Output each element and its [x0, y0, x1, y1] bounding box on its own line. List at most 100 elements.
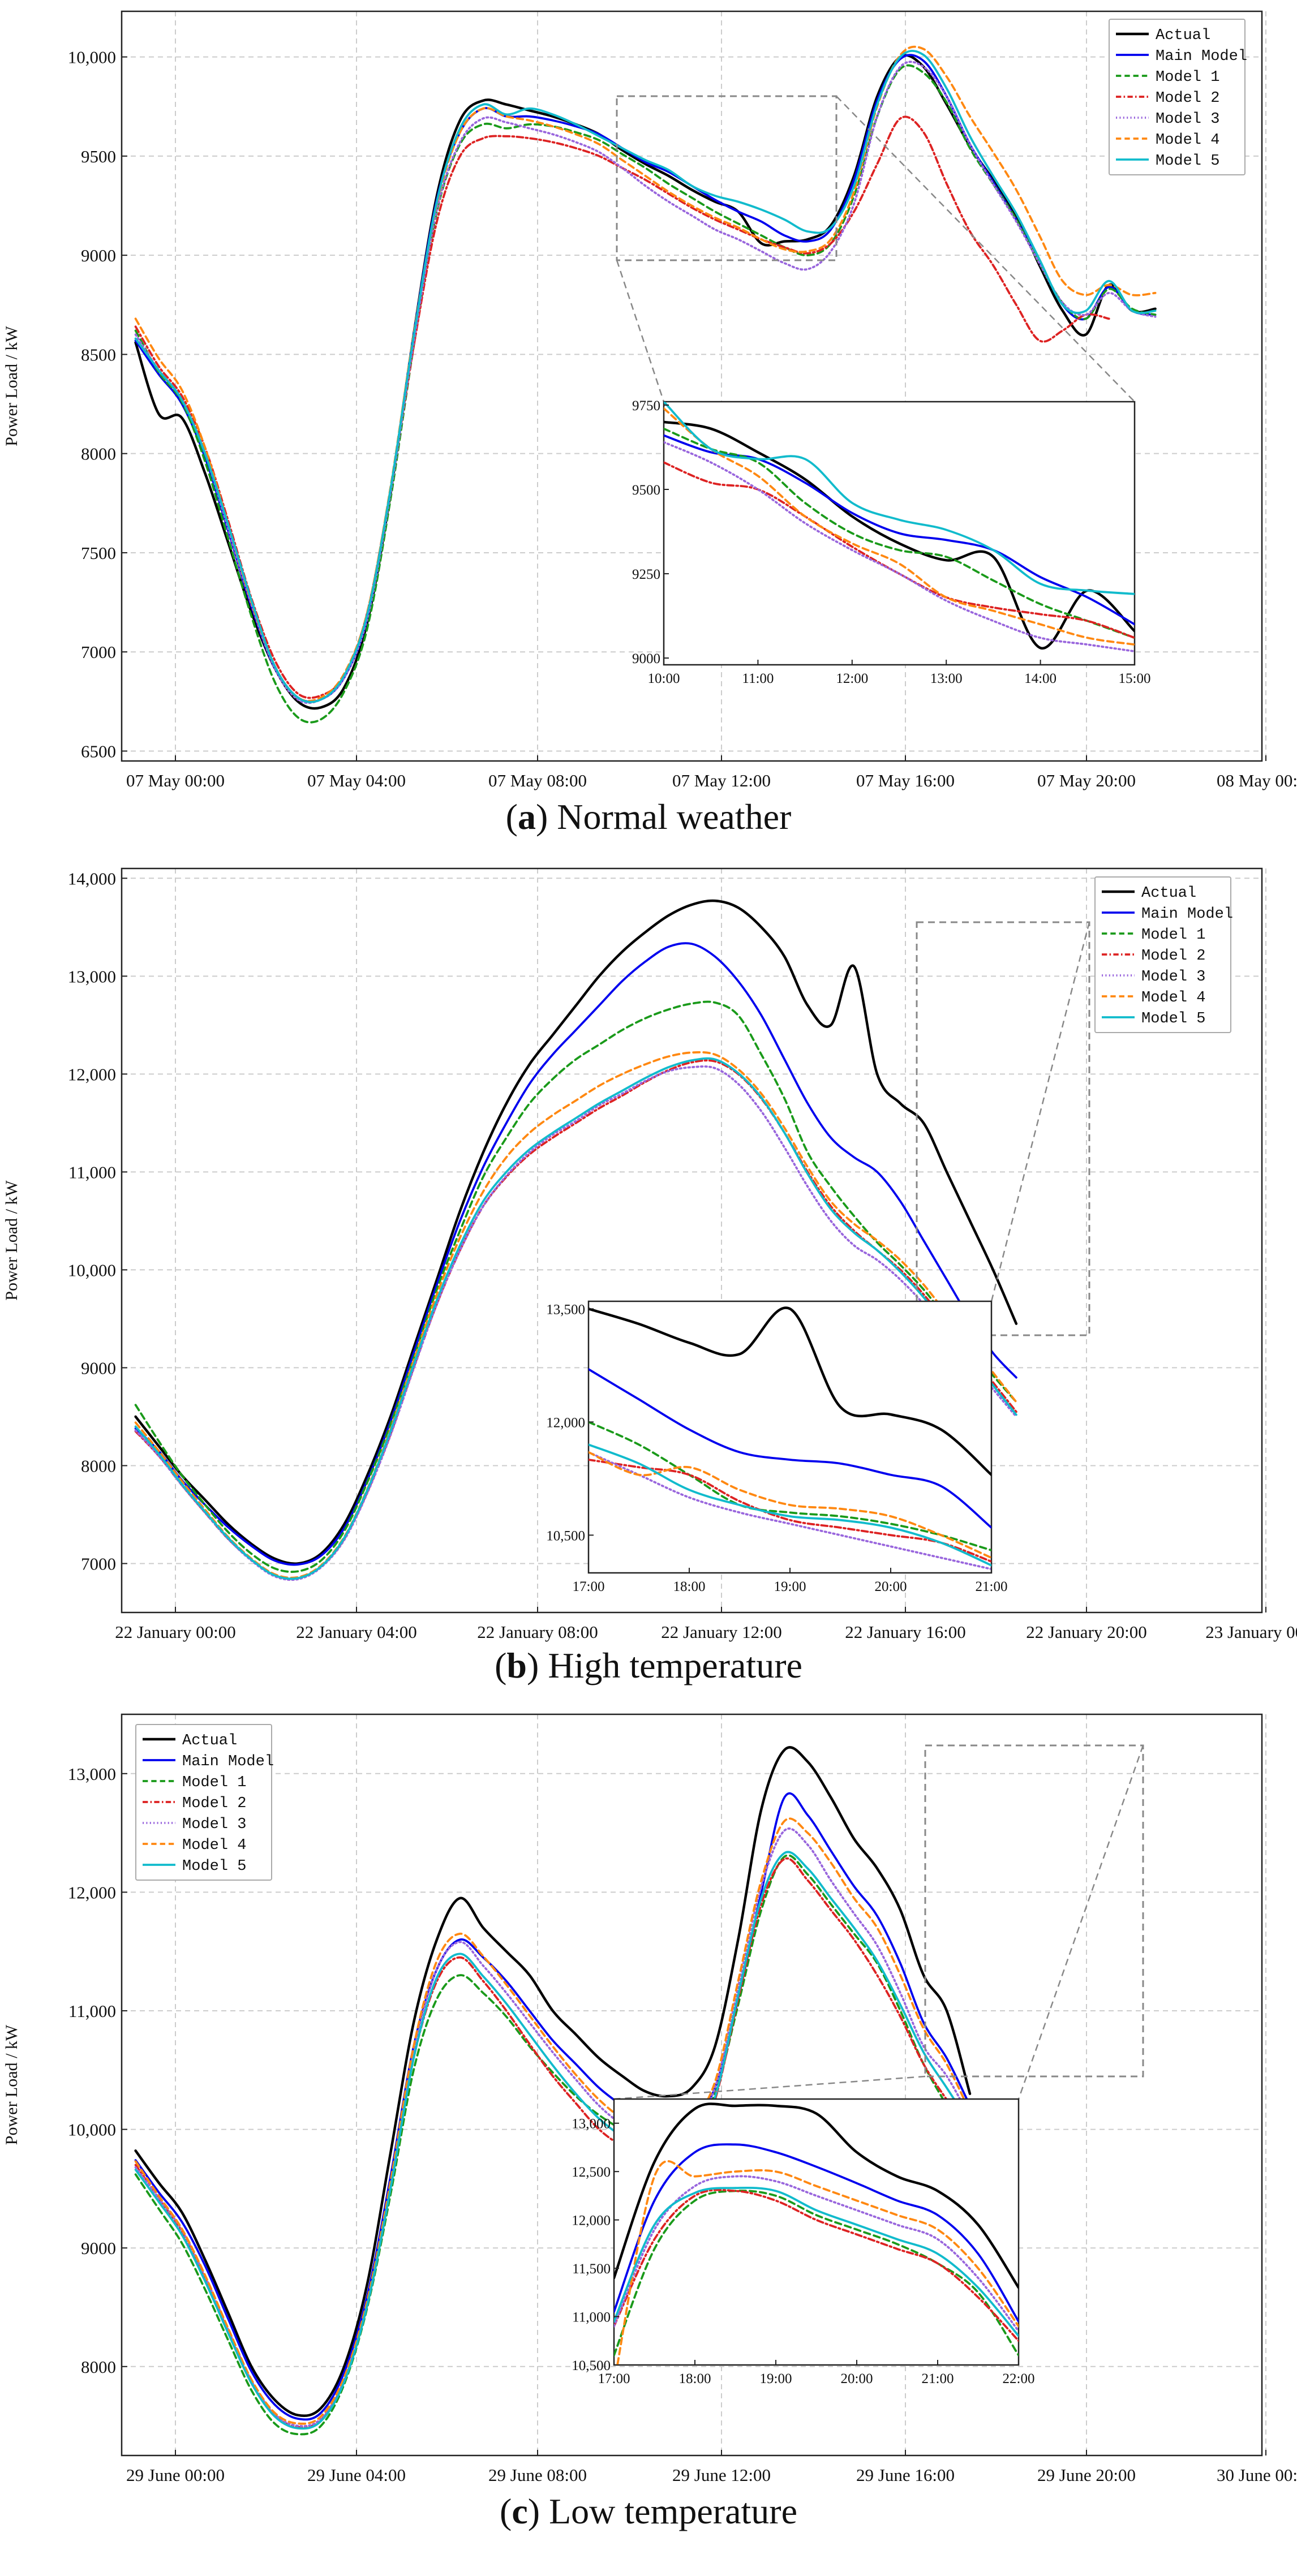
- inset-series-line-model-4: [589, 1451, 991, 1559]
- inset-x-tick-label: 20:00: [841, 2371, 873, 2386]
- inset-series-line-model-3: [614, 2175, 1019, 2333]
- inset-x-tick-label: 21:00: [922, 2371, 954, 2386]
- inset-x-tick-label: 17:00: [598, 2371, 630, 2386]
- y-tick-label: 9000: [81, 246, 116, 265]
- x-tick-label: 08 May 00:00: [1217, 771, 1297, 790]
- chart-panel-a: 07 May 00:00 07 May 04:00 07 May 08:00 07 M…: [2, 10, 1297, 837]
- y-tick-label: 10,000: [68, 2120, 116, 2140]
- x-tick-label: 30 June 00:00: [1217, 2465, 1297, 2485]
- y-tick-label: 7000: [81, 1554, 116, 1573]
- inset-x-tick-label: 10:00: [648, 671, 680, 686]
- inset-y-tick-label: 9000: [632, 651, 660, 666]
- x-tick-label: 22 January 00:00: [115, 1622, 236, 1642]
- y-tick-label: 8000: [81, 2357, 116, 2377]
- x-tick-label: 07 May 00:00: [126, 771, 225, 790]
- zoom-region-box: [916, 921, 1090, 1336]
- legend: Actual Main Model Model 1 Model 2 Model 3 Mod…: [135, 1724, 274, 1881]
- inset-series-group: [589, 1306, 991, 1571]
- inset-x-tick-label: 13:00: [930, 671, 963, 686]
- series-line-model-2: [134, 115, 1110, 699]
- inset-series-line-main-model: [614, 2143, 1019, 2323]
- legend: Actual Main Model Model 1 Model 2 Model 3 Mod…: [1109, 19, 1247, 175]
- legend-box: [1109, 19, 1246, 175]
- legend: Actual Main Model Model 1 Model 2 Model 3 Mod…: [1094, 876, 1233, 1033]
- series-line-main-model: [134, 1792, 971, 2421]
- series-line-model-4: [134, 1817, 971, 2425]
- x-tick-label: 22 January 20:00: [1026, 1622, 1147, 1642]
- y-tick-label: 7000: [81, 642, 116, 662]
- zoom-region-box: [616, 95, 838, 261]
- inset-y-tick-label: 11,500: [572, 2261, 611, 2277]
- x-tick-label: 29 June 20:00: [1037, 2465, 1136, 2485]
- legend-label: Main Model: [182, 1753, 274, 1770]
- legend-label: Model 3: [182, 1816, 246, 1833]
- y-tick-label: 11,000: [68, 2001, 116, 2021]
- legend-label: Model 3: [1156, 111, 1219, 128]
- x-tick-label: 22 January 12:00: [661, 1622, 782, 1642]
- plot-area-frame: [121, 10, 1263, 762]
- y-tick-label: 11,000: [68, 1162, 116, 1182]
- inset-x-tick-label: 14:00: [1024, 671, 1057, 686]
- legend-label: Model 5: [182, 1858, 246, 1875]
- inset-series-line-actual: [589, 1306, 991, 1476]
- y-axis-label: Power Load / kW: [2, 1180, 21, 1301]
- series-line-model-1: [134, 1000, 1017, 1573]
- inset-y-tick-label: 13,000: [572, 2117, 611, 2132]
- y-tick-label: 13,000: [68, 966, 116, 986]
- inset-series-line-model-5: [589, 1443, 991, 1567]
- inset-chart: 17:00 18:00 19:00 20:00 21:00 10,500 12,000 13,…: [546, 1300, 1007, 1594]
- y-tick-label: 10,000: [68, 48, 116, 67]
- x-tick-label: 22 January 16:00: [845, 1622, 966, 1642]
- inset-series-line-actual: [614, 2102, 1019, 2289]
- y-tick-label: 9000: [81, 2238, 116, 2258]
- y-tick-label: 13,000: [68, 1764, 116, 1784]
- series-line-main-model: [134, 942, 1017, 1566]
- inset-series-line-model-4: [616, 2160, 1019, 2365]
- inset-series-group: [614, 2102, 1019, 2365]
- y-tick-label: 12,000: [68, 1882, 116, 1902]
- series-line-model-3: [134, 61, 1157, 704]
- legend-label: Model 4: [182, 1837, 246, 1854]
- y-tick-label: 8500: [81, 345, 116, 364]
- inset-y-tick-label: 12,000: [572, 2213, 611, 2229]
- plot-area-frame: [121, 867, 1263, 1614]
- legend-label: Model 3: [1141, 969, 1205, 986]
- legend-label: Model 2: [1141, 948, 1205, 965]
- legend-label: Actual: [1141, 885, 1196, 902]
- inset-x-tick-label: 17:00: [573, 1579, 605, 1594]
- x-tick-label: 07 May 20:00: [1037, 771, 1136, 790]
- legend-label: Model 2: [1156, 90, 1219, 107]
- x-tick-label: 22 January 04:00: [296, 1622, 417, 1642]
- inset-series-line-model-2: [664, 461, 1135, 639]
- zoom-connector-line: [613, 2075, 926, 2100]
- inset-y-tick-label: 11,000: [572, 2310, 611, 2325]
- y-tick-label: 9500: [81, 147, 116, 166]
- x-tick-label: 07 May 16:00: [856, 771, 955, 790]
- inset-series-line-model-4: [664, 407, 1135, 646]
- y-tick-label: 9000: [81, 1358, 116, 1378]
- zoom-connector-line: [616, 260, 665, 402]
- inset-x-tick-label: 12:00: [836, 671, 868, 686]
- inset-y-tick-label: 10,500: [572, 2358, 611, 2373]
- y-tick-label: 8000: [81, 1456, 116, 1476]
- series-line-actual: [134, 1746, 972, 2418]
- inset-x-tick-label: 20:00: [875, 1579, 907, 1594]
- inset-x-tick-label: 18:00: [673, 1579, 706, 1594]
- inset-chart: 10:00 11:00 12:00 13:00 14:00 15:00 9000 9250 95…: [632, 398, 1150, 686]
- x-tick-label: 29 June 00:00: [126, 2465, 225, 2485]
- series-line-model-5: [134, 1057, 1017, 1580]
- inset-series-line-actual: [664, 420, 1135, 650]
- legend-label: Actual: [1156, 27, 1210, 44]
- y-tick-label: 12,000: [68, 1064, 116, 1084]
- panel-caption: (a) Normal weather: [506, 797, 792, 837]
- inset-x-tick-label: 18:00: [679, 2371, 711, 2386]
- zoom-connector-line: [990, 922, 1090, 1302]
- chart-panel-c: 29 June 00:00 29 June 04:00 29 June 08:00 2…: [2, 1713, 1297, 2531]
- x-tick-label: 29 June 16:00: [856, 2465, 955, 2485]
- x-tick-label: 29 June 08:00: [488, 2465, 587, 2485]
- legend-label: Model 1: [182, 1774, 246, 1791]
- y-tick-label: 8000: [81, 444, 116, 464]
- x-tick-label: 07 May 12:00: [672, 771, 771, 790]
- inset-x-tick-label: 11:00: [742, 671, 774, 686]
